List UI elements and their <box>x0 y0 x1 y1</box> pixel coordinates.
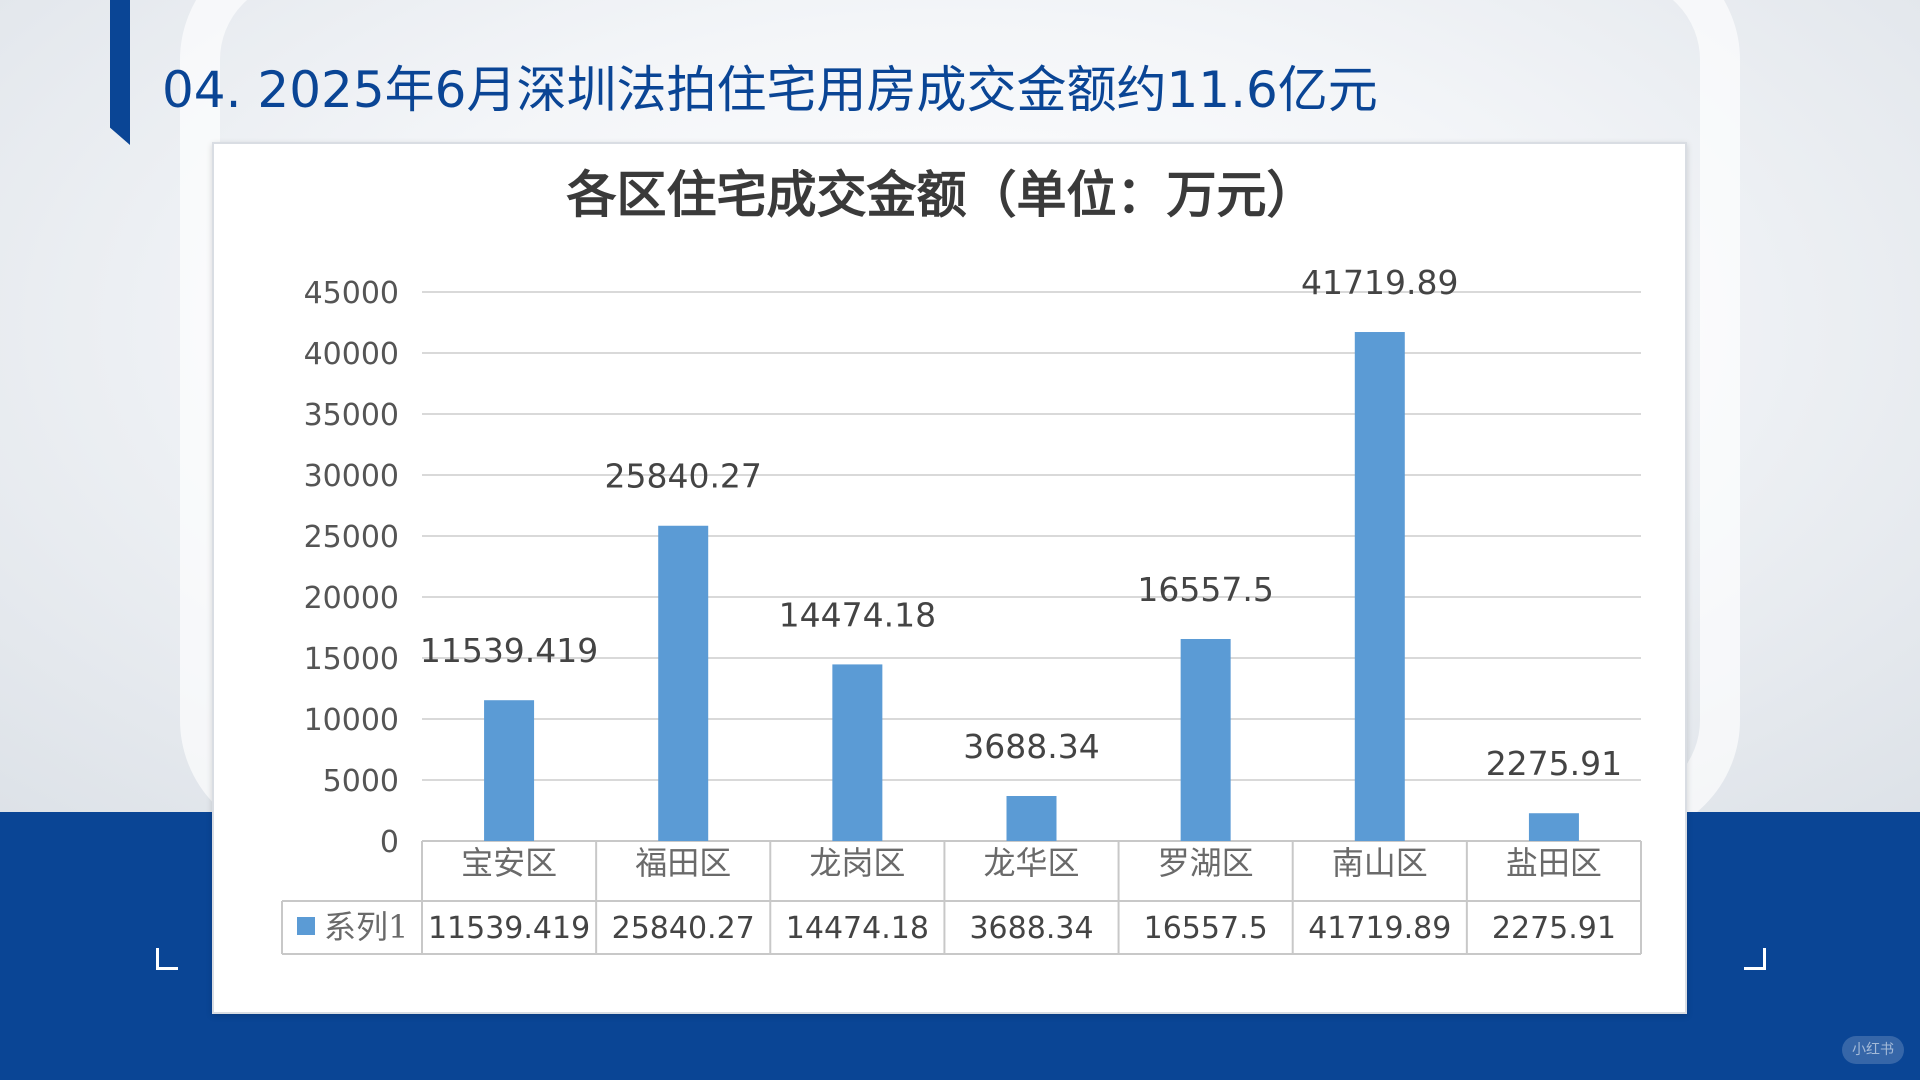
bar-chart: 各区住宅成交金额（单位：万元） 0 5000 10000 15000 20000 25000… <box>281 165 1642 955</box>
page-title: 04. 2025年6月深圳法拍住宅用房成交金额约11.6亿元 <box>162 61 1378 119</box>
bar <box>484 700 535 841</box>
data-label: 11539.419 <box>420 631 598 670</box>
category-label: 福田区 <box>635 844 731 882</box>
data-label: 2275.91 <box>1486 744 1622 783</box>
y-tick-label: 25000 <box>304 520 399 555</box>
y-tick-label: 0 <box>380 825 399 860</box>
category-label: 南山区 <box>1332 844 1428 882</box>
y-tick-label: 45000 <box>304 276 399 311</box>
bar <box>1354 332 1405 841</box>
category-label: 宝安区 <box>461 844 557 882</box>
data-label: 25840.27 <box>604 457 761 496</box>
chart-title: 各区住宅成交金额（单位：万元） <box>567 165 1317 224</box>
category-label: 盐田区 <box>1506 844 1602 882</box>
table-value: 11539.419 <box>428 911 590 946</box>
bar <box>832 664 883 841</box>
y-tick-label: 10000 <box>304 703 399 738</box>
bar <box>1528 813 1579 841</box>
table-value: 41719.89 <box>1308 911 1451 946</box>
table-value: 2275.91 <box>1492 911 1616 946</box>
data-label: 3688.34 <box>963 727 1099 766</box>
watermark-badge: 小红书 <box>1842 1036 1904 1064</box>
title-accent-bar <box>110 0 130 145</box>
y-tick-label: 40000 <box>304 337 399 372</box>
data-label: 14474.18 <box>779 595 936 634</box>
y-tick-label: 5000 <box>323 764 399 799</box>
table-value: 3688.34 <box>969 911 1093 946</box>
table-value: 25840.27 <box>612 911 755 946</box>
y-tick-label: 30000 <box>304 459 399 494</box>
bar <box>1180 638 1231 841</box>
table-value: 16557.5 <box>1144 911 1268 946</box>
series-name: 系列1 <box>324 908 408 946</box>
legend-swatch <box>297 917 315 935</box>
chart-card: 各区住宅成交金额（单位：万元） 0 5000 10000 15000 20000 25000… <box>212 142 1687 1014</box>
y-tick-label: 15000 <box>304 642 399 677</box>
data-label: 16557.5 <box>1137 570 1273 609</box>
corner-mark-left <box>156 948 178 970</box>
y-tick-label: 20000 <box>304 581 399 616</box>
table-value: 14474.18 <box>786 911 929 946</box>
bar <box>658 525 709 841</box>
category-label: 龙岗区 <box>809 844 905 882</box>
corner-mark-right <box>1744 948 1766 970</box>
category-label: 罗湖区 <box>1158 844 1254 882</box>
data-label: 41719.89 <box>1301 263 1458 302</box>
category-label: 龙华区 <box>983 844 1079 882</box>
y-tick-label: 35000 <box>304 398 399 433</box>
bar <box>1006 796 1057 841</box>
